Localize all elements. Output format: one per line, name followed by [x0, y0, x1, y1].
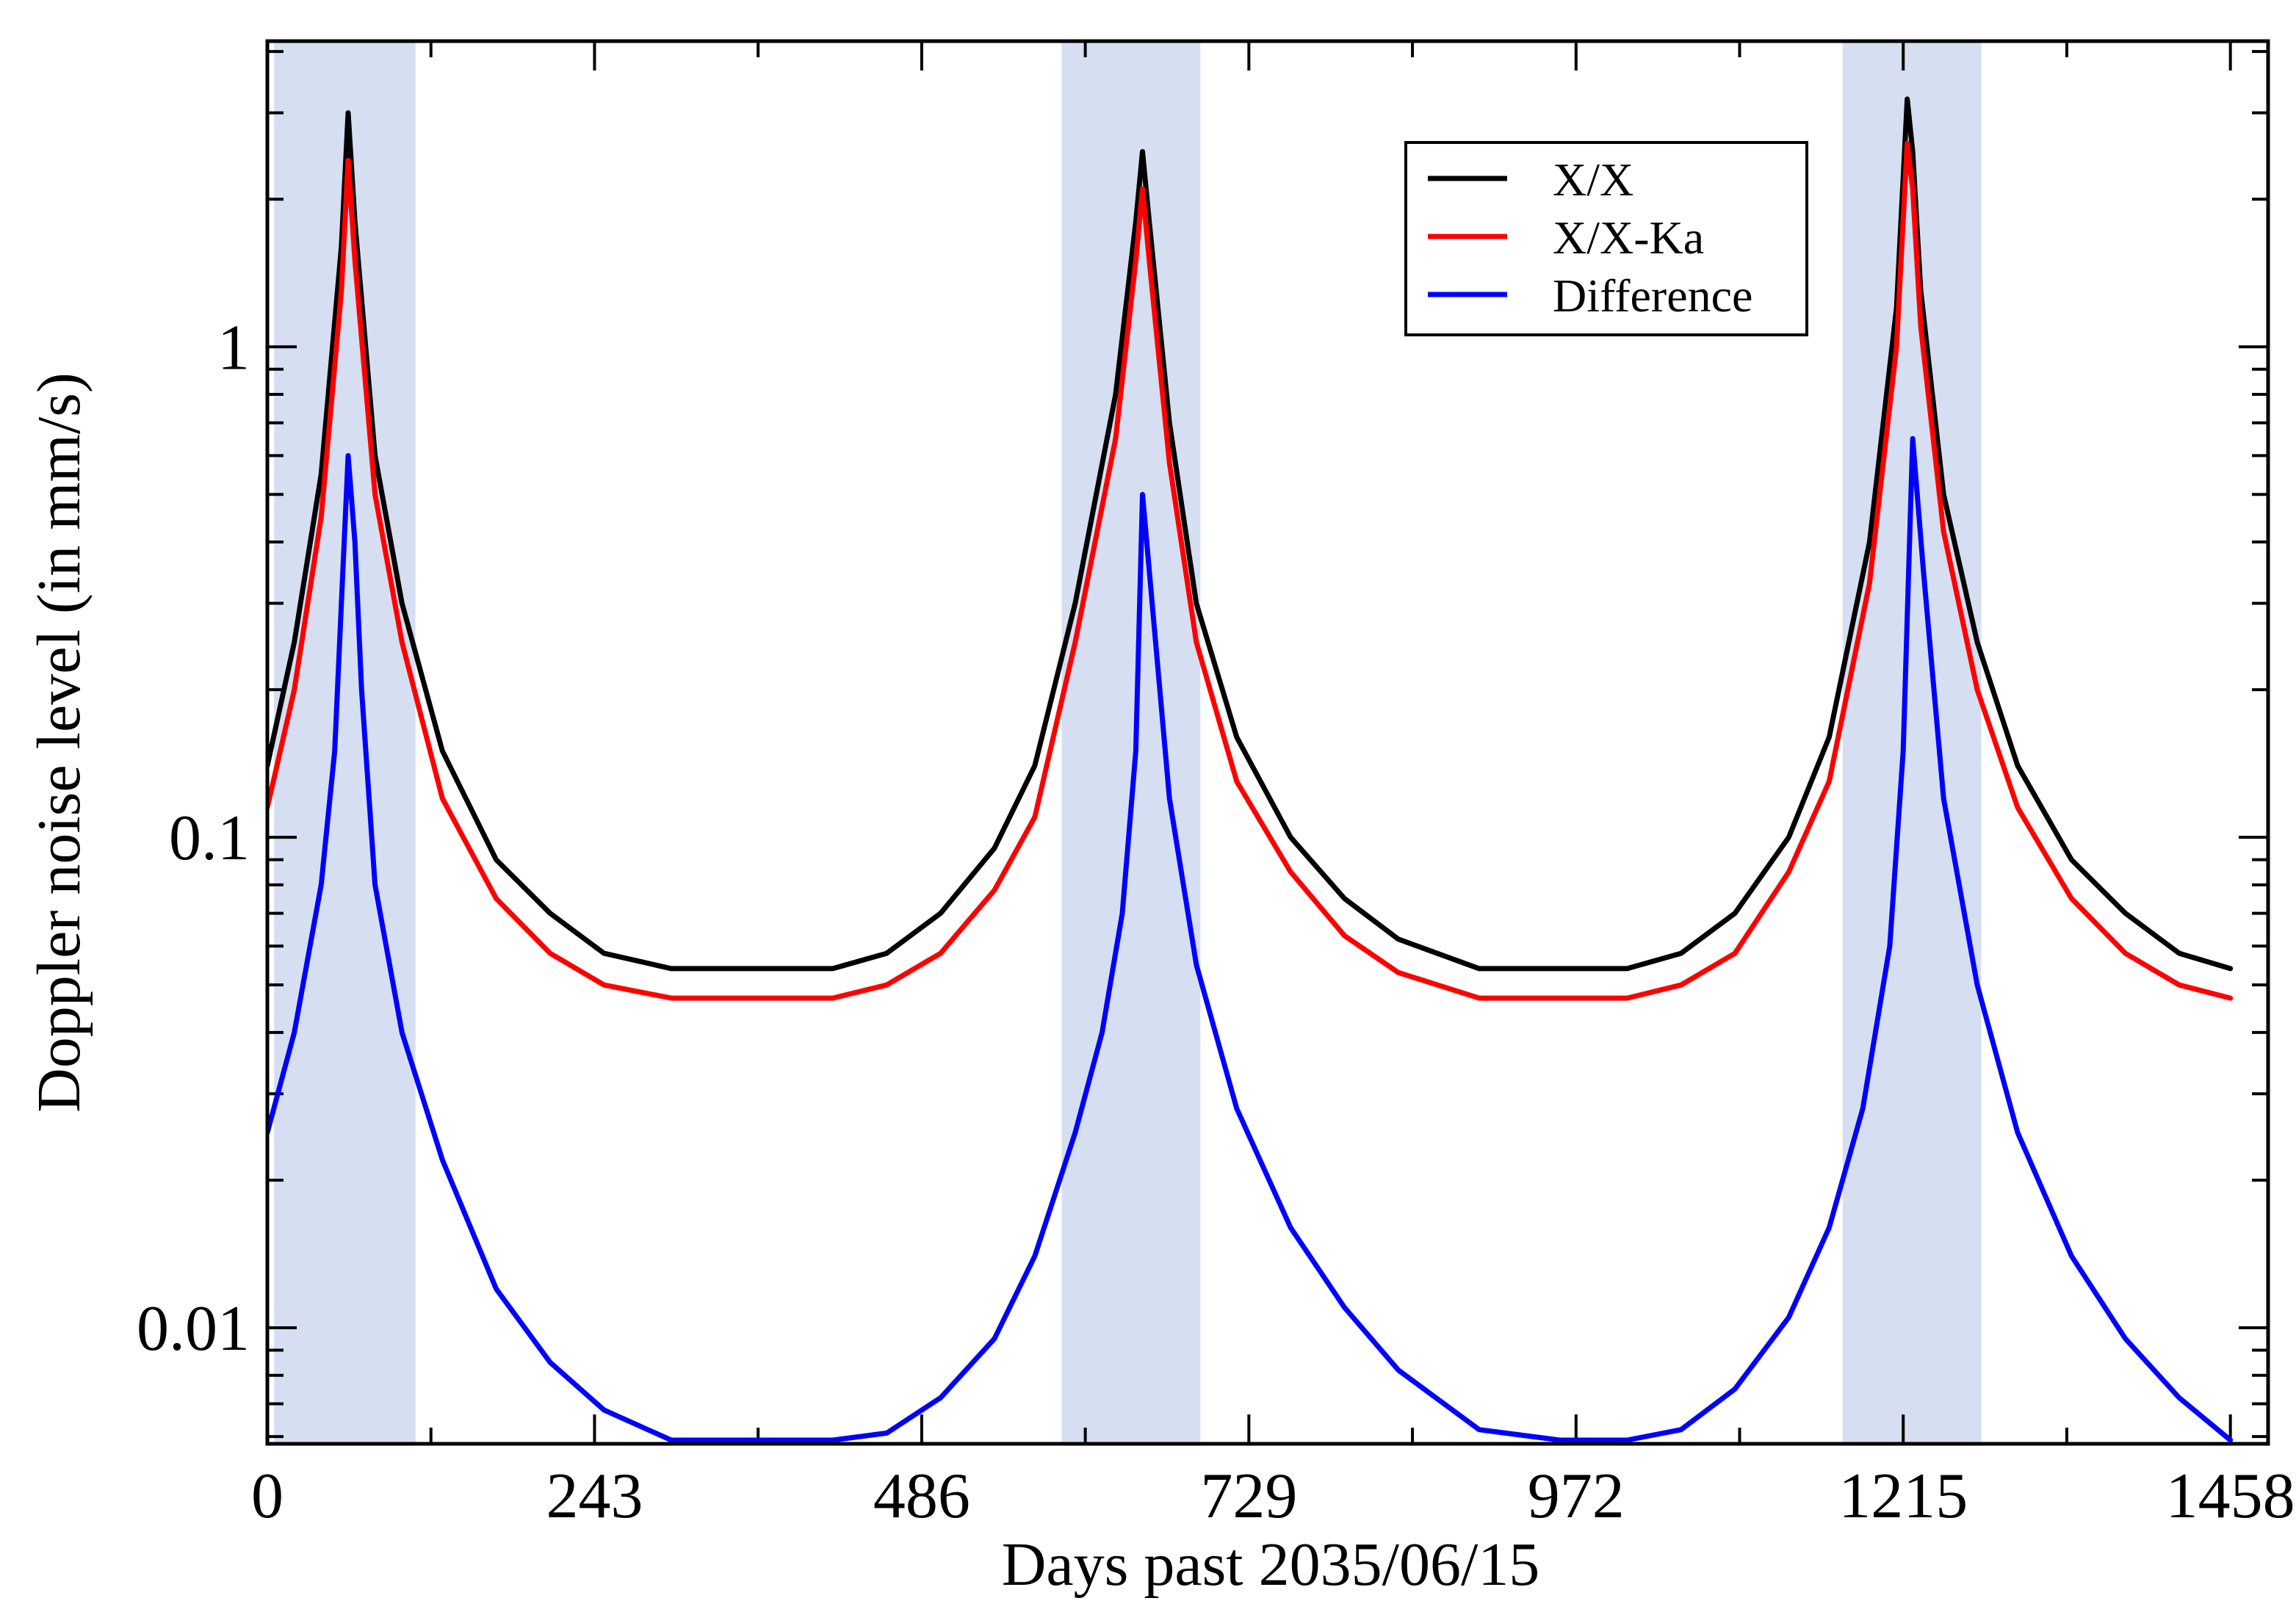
- x-tick-label: 1458: [2166, 1461, 2295, 1532]
- x-tick-label: 1215: [1838, 1461, 1968, 1532]
- y-tick-label: 1: [217, 312, 250, 383]
- x-tick-label: 972: [1528, 1461, 1625, 1532]
- x-tick-label: 243: [546, 1461, 643, 1532]
- series-line-x-x-ka: [267, 140, 2234, 1001]
- legend-label-x-x: X/X: [1553, 153, 1633, 206]
- y-tick-label: 0.01: [137, 1293, 250, 1364]
- x-tick-label: 486: [873, 1461, 970, 1532]
- x-axis-title: Days past 2035/06/15: [1002, 1530, 1540, 1599]
- plot-frame: [265, 39, 2270, 1446]
- series-line-x-x: [267, 96, 2234, 972]
- x-tick-label: 729: [1200, 1461, 1297, 1532]
- series-lines: [267, 96, 2234, 1443]
- legend-label-x-x-ka: X/X-Ka: [1553, 212, 1704, 264]
- shaded-interval-3: [1842, 41, 1982, 1444]
- y-tick-label: 0.1: [169, 803, 250, 874]
- y-tick-labels: 0.01 0.1 1: [137, 312, 250, 1364]
- shaded-intervals: [274, 41, 1982, 1444]
- series-line-difference: [267, 435, 2234, 1443]
- x-tick-labels: 0 243 486 729 972 1215 1458: [251, 1461, 2295, 1532]
- y-axis-title: Doppler noise level (in mm/s): [25, 372, 93, 1113]
- legend-label-difference: Difference: [1553, 270, 1752, 322]
- x-tick-label: 0: [251, 1461, 284, 1532]
- legend: X/X X/X-Ka Difference: [1404, 141, 1808, 336]
